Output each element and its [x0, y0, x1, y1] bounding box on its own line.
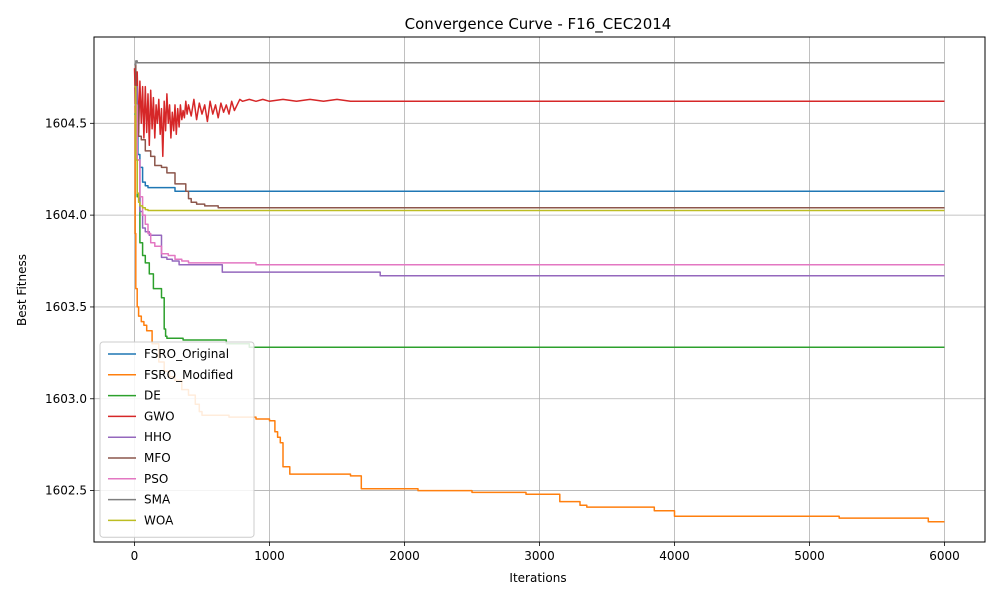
x-axis: 0 1000 2000 3000 4000 5000 6000: [131, 542, 960, 563]
y-tick-label: 1604.0: [45, 208, 87, 222]
legend-label-fsro-original: FSRO_Original: [144, 347, 229, 361]
legend-label-gwo: GWO: [144, 409, 175, 423]
series-line-woa: [134, 85, 945, 212]
y-tick-label: 1602.5: [45, 484, 87, 498]
legend-label-de: DE: [144, 389, 161, 403]
x-tick-label: 4000: [659, 549, 690, 563]
y-tick-label: 1603.5: [45, 300, 87, 314]
series-line-mfo: [134, 63, 945, 209]
legend-label-hho: HHO: [144, 430, 172, 444]
series-line-pso: [134, 104, 945, 266]
legend-label-mfo: MFO: [144, 451, 171, 465]
series-line-gwo: [133, 68, 945, 158]
x-tick-label: 2000: [389, 549, 420, 563]
series-line-de: [134, 113, 945, 349]
series-line-sma: [134, 60, 945, 66]
legend-label-sma: SMA: [144, 493, 171, 507]
y-axis: 1602.5 1603.0 1603.5 1604.0 1604.5: [45, 116, 94, 498]
series-line-hho: [134, 85, 945, 277]
legend-label-pso: PSO: [144, 472, 168, 486]
x-tick-label: 5000: [794, 549, 825, 563]
legend: FSRO_Original FSRO_Modified DE GWO HHO MFO PSO…: [99, 341, 255, 538]
chart-title: Convergence Curve - F16_CEC2014: [405, 15, 672, 34]
x-tick-label: 1000: [254, 549, 285, 563]
y-axis-label: Best Fitness: [15, 254, 29, 326]
series-group: [133, 60, 945, 523]
series-line-fsro-modified: [134, 85, 945, 523]
legend-label-woa: WOA: [144, 513, 174, 527]
x-tick-label: 6000: [929, 549, 960, 563]
legend-box: [99, 341, 255, 538]
x-axis-label: Iterations: [509, 571, 566, 585]
x-tick-label: 3000: [524, 549, 555, 563]
y-tick-label: 1603.0: [45, 392, 87, 406]
x-tick-label: 0: [131, 549, 139, 563]
legend-label-fsro-modified: FSRO_Modified: [144, 368, 233, 382]
y-tick-label: 1604.5: [45, 116, 87, 130]
